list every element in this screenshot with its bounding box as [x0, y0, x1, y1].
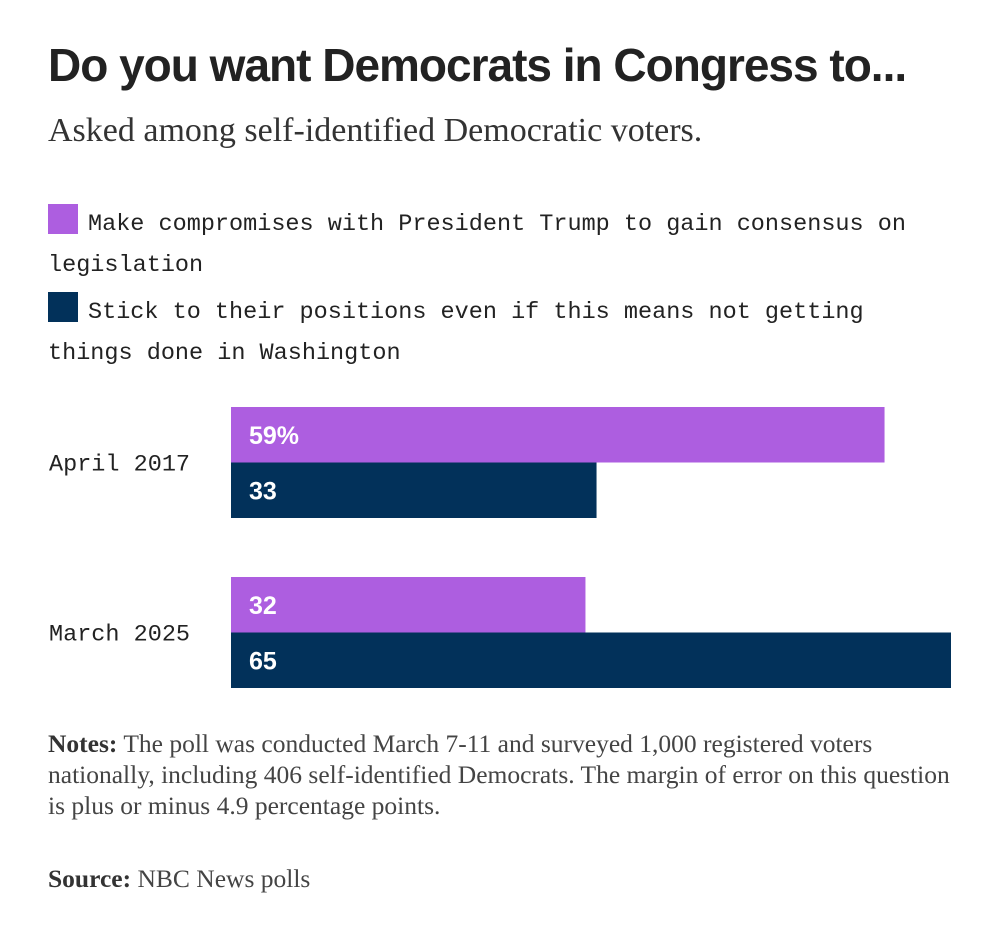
legend-item-compromise: Make compromises with President Trump to…	[48, 204, 928, 286]
data-label-compromise-march-2025: 32	[249, 592, 277, 620]
notes-text: The poll was conducted March 7-11 and su…	[48, 729, 950, 820]
legend-swatch-compromise	[48, 204, 78, 234]
legend-label-stick: Stick to their positions even if this me…	[48, 299, 864, 367]
legend-swatch-stick	[48, 292, 78, 322]
source-text: NBC News polls	[137, 864, 311, 893]
data-label-stick-april-2017: 33	[249, 477, 277, 505]
legend-label-compromise: Make compromises with President Trump to…	[48, 211, 906, 279]
category-label-march-2025: March 2025	[49, 622, 190, 649]
chart-title: Do you want Democrats in Congress to...	[48, 39, 907, 91]
category-label-april-2017: April 2017	[49, 452, 190, 479]
bar-stick-april-2017	[231, 462, 597, 518]
notes-label: Notes:	[48, 729, 118, 758]
chart-subtitle: Asked among self-identified Democratic v…	[48, 112, 703, 149]
bar-stick-march-2025	[231, 632, 951, 688]
bar-chart: April 2017 59% 33 March 2025 32 65	[49, 407, 951, 688]
source-label: Source:	[48, 864, 132, 893]
source: Source: NBC News polls	[48, 864, 310, 894]
data-label-compromise-april-2017: 59%	[249, 422, 299, 450]
notes: Notes: The poll was conducted March 7-11…	[48, 728, 953, 821]
bar-compromise-april-2017	[231, 407, 885, 463]
legend-item-stick: Stick to their positions even if this me…	[48, 292, 928, 374]
data-label-stick-march-2025: 65	[249, 647, 277, 675]
bar-compromise-march-2025	[231, 577, 586, 633]
